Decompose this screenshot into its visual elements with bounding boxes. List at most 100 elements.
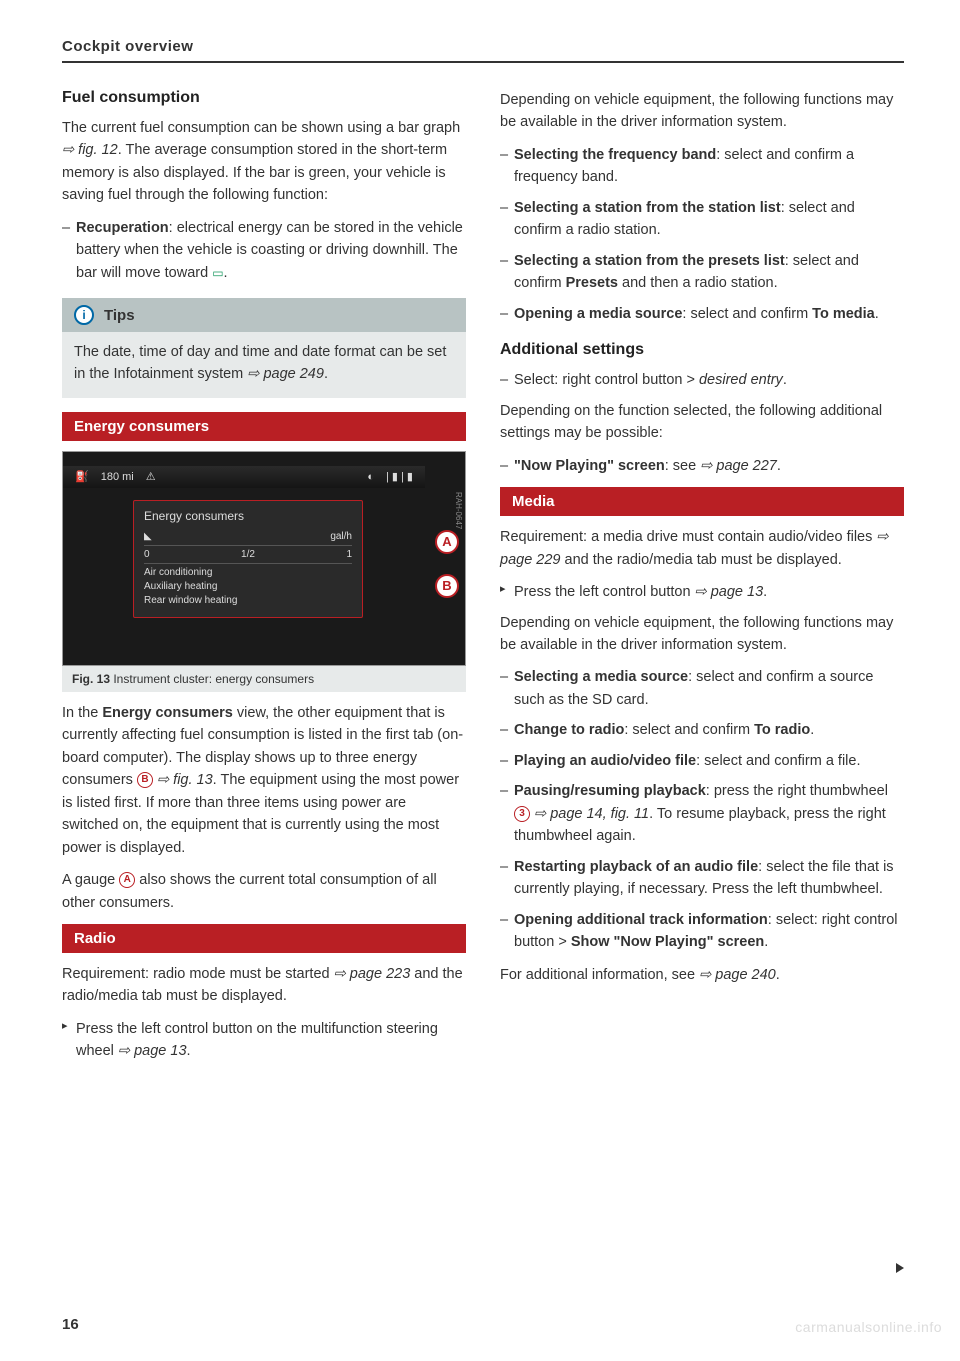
text: Select: right control button > — [514, 372, 699, 388]
text: . — [763, 584, 767, 600]
radio-li-2: Selecting a station from the station lis… — [500, 197, 904, 242]
media-bar: Media — [500, 487, 904, 516]
text: . — [187, 1043, 191, 1059]
text: and the radio/media tab must be displaye… — [560, 552, 841, 568]
media-footer: For additional information, see ⇨ page 2… — [500, 964, 904, 986]
callout-a: A — [435, 530, 459, 554]
text: : select and confirm — [682, 306, 812, 322]
text: . The average consumption stored in the … — [62, 142, 447, 203]
radio-requirement: Requirement: radio mode must be started … — [62, 963, 466, 1008]
radio-li-4: Opening a media source: select and confi… — [500, 303, 904, 325]
media-instruction: Press the left control button ⇨ page 13. — [500, 581, 904, 603]
odometer: 180 mi — [101, 471, 134, 483]
additional-settings-title: Additional settings — [500, 341, 904, 359]
page-ref: ⇨ page 13 — [118, 1043, 187, 1059]
page-ref: ⇨ page 14, fig. 11 — [534, 806, 649, 822]
now-playing-li: "Now Playing" screen: see ⇨ page 227. — [500, 455, 904, 477]
radio-intro: Depending on vehicle equipment, the foll… — [500, 89, 904, 134]
callout-b: B — [435, 574, 459, 598]
presets: Presets — [566, 275, 618, 291]
text: : select and confirm a file. — [696, 753, 860, 769]
fig-ref: ⇨ fig. 13 — [157, 772, 213, 788]
left-column: Fuel consumption The current fuel consum… — [62, 89, 466, 1071]
text: . — [776, 967, 780, 983]
label: Opening a media source — [514, 306, 682, 322]
fig-topbar: ⛽ 180 mi ⚠ ◐ | ▮ | ▮ — [63, 466, 425, 488]
media-requirement: Requirement: a media drive must contain … — [500, 526, 904, 571]
pointer-icon: ◣ — [144, 531, 152, 542]
text: : see — [665, 458, 700, 474]
consumer-2: Auxiliary heating — [144, 581, 352, 592]
media-li-3: Playing an audio/video file: select and … — [500, 750, 904, 772]
label: Selecting a station from the presets lis… — [514, 253, 785, 269]
gauge-icon: ◐ — [367, 471, 374, 483]
unit: gal/h — [330, 531, 352, 542]
tips-header: i Tips — [62, 298, 466, 332]
energy-paragraph-1: In the Energy consumers view, the other … — [62, 702, 466, 859]
additional-li: Select: right control button > desired e… — [500, 369, 904, 391]
consumer-1: Air conditioning — [144, 567, 352, 578]
callout-b-ref: B — [137, 772, 153, 788]
media-li-5: Restarting playback of an audio file: se… — [500, 856, 904, 901]
label: Restarting playback of an audio file — [514, 859, 758, 875]
figure-13: ⛽ 180 mi ⚠ ◐ | ▮ | ▮ Energy consumers ◣ … — [62, 451, 466, 692]
label: Playing an audio/video file — [514, 753, 696, 769]
scale-row: 0 1/2 1 — [144, 549, 352, 560]
page-ref: ⇨ page 223 — [334, 966, 411, 982]
thumbwheel-3: 3 — [514, 806, 530, 822]
label: Pausing/resuming playback — [514, 783, 706, 799]
page-ref: ⇨ page 13 — [695, 584, 764, 600]
callout-a-ref: A — [119, 872, 135, 888]
figure-image: ⛽ 180 mi ⚠ ◐ | ▮ | ▮ Energy consumers ◣ … — [62, 451, 466, 666]
text: : select and confirm — [624, 722, 754, 738]
fig-panel: Energy consumers ◣ gal/h 0 1/2 1 Air con — [133, 500, 363, 618]
text: . — [777, 458, 781, 474]
scale-half: 1/2 — [241, 549, 255, 560]
label: Selecting a station from the station lis… — [514, 200, 781, 216]
tips-body: The date, time of day and time and date … — [62, 332, 466, 398]
label: Selecting the frequency band — [514, 147, 716, 163]
fig-ref: ⇨ fig. 12 — [62, 142, 118, 158]
text: For additional information, see — [500, 967, 699, 983]
media-li-6: Opening additional track information: se… — [500, 909, 904, 954]
radio-li-1: Selecting the frequency band: select and… — [500, 144, 904, 189]
radio-bar: Radio — [62, 924, 466, 953]
page-number: 16 — [62, 1316, 79, 1333]
scale-0: 0 — [144, 549, 150, 560]
page-header: Cockpit overview — [62, 38, 904, 63]
energy-consumers-bar: Energy consumers — [62, 412, 466, 441]
text: Press the left control button — [514, 584, 695, 600]
label: Selecting a media source — [514, 669, 688, 685]
text: Requirement: a media drive must contain … — [500, 529, 876, 545]
media-li-1: Selecting a media source: select and con… — [500, 666, 904, 711]
additional-paragraph: Depending on the function selected, the … — [500, 400, 904, 445]
text: In the — [62, 705, 102, 721]
consumer-3: Rear window heating — [144, 595, 352, 606]
text: Energy consumers — [102, 705, 233, 721]
continue-arrow-icon — [896, 1263, 904, 1273]
right-column: Depending on vehicle equipment, the foll… — [500, 89, 904, 1071]
to-radio: To radio — [754, 722, 810, 738]
media-li-4: Pausing/resuming playback: press the rig… — [500, 780, 904, 847]
panel-title: Energy consumers — [144, 509, 352, 523]
info-icon: i — [74, 305, 94, 325]
text: Requirement: radio mode must be started — [62, 966, 334, 982]
text: The current fuel consumption can be show… — [62, 120, 460, 136]
recuperation-label: Recuperation — [76, 220, 169, 236]
warning-icon: ⚠ — [146, 470, 156, 483]
page-ref: ⇨ page 240 — [699, 967, 776, 983]
tips-title: Tips — [104, 307, 135, 324]
watermark: carmanualsonline.info — [795, 1319, 942, 1335]
fig-code: RAH-0647 — [454, 492, 463, 529]
media-li-2: Change to radio: select and confirm To r… — [500, 719, 904, 741]
page-ref: ⇨ page 249 — [247, 366, 324, 382]
text: . — [783, 372, 787, 388]
text: : press the right thumbwheel — [706, 783, 888, 799]
desired-entry: desired entry — [699, 372, 783, 388]
battery-icon — [212, 265, 223, 281]
content-columns: Fuel consumption The current fuel consum… — [62, 89, 904, 1071]
media-intro: Depending on vehicle equipment, the foll… — [500, 612, 904, 657]
fig-number: Fig. 13 — [72, 672, 110, 686]
fuel-paragraph: The current fuel consumption can be show… — [62, 117, 466, 207]
recuperation-item: Recuperation: electrical energy can be s… — [62, 217, 466, 284]
